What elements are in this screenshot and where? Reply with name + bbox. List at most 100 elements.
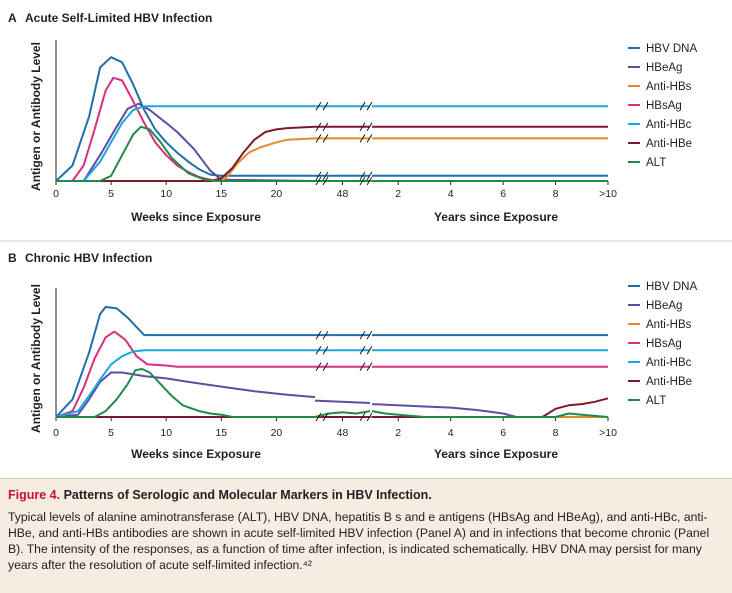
break-slash <box>366 171 373 181</box>
series-line-anti-hbc-seg-0 <box>55 349 315 418</box>
break-slash <box>322 171 329 181</box>
legend-item: HBeAg <box>628 62 682 74</box>
series-line-alt-seg-1 <box>314 410 371 418</box>
figure: A Acute Self-Limited HBV Infection Antigen… <box>0 11 732 461</box>
legend-item: ALT <box>628 157 666 169</box>
break-slash <box>359 134 366 143</box>
legend-label: ALT <box>646 157 666 169</box>
x-tick-label: 0 <box>53 188 59 200</box>
legend-item: Anti-HBe <box>628 376 692 388</box>
x-tick-label: 8 <box>553 188 559 200</box>
legend-label: Anti-HBe <box>646 376 692 388</box>
legend-label: HBsAg <box>646 100 682 112</box>
panel-letter: B <box>8 251 17 265</box>
series-line-hbsag-seg-0 <box>55 330 315 418</box>
legend-label: HBeAg <box>646 300 682 312</box>
legend-label: HBV DNA <box>646 281 697 293</box>
break-slash <box>366 346 373 355</box>
x-tick-label: 8 <box>553 427 559 439</box>
break-slash <box>315 134 322 143</box>
break-slash <box>322 176 329 186</box>
break-slash <box>359 176 366 186</box>
series-line-hbv-dna-seg-0 <box>55 306 315 418</box>
break-slash <box>366 122 373 132</box>
x-tick-label: >10 <box>599 427 617 439</box>
legend-item: Anti-HBc <box>628 119 692 131</box>
series-lines <box>55 306 609 418</box>
legend-label: HBeAg <box>646 62 682 74</box>
x-tick-label: 2 <box>395 188 401 200</box>
series-lines <box>55 56 608 182</box>
x-tick-label: 48 <box>337 188 349 200</box>
break-slash <box>322 134 329 143</box>
series-line-alt-seg-0 <box>56 368 315 418</box>
x-axis-title: Years since Exposure <box>434 210 558 224</box>
break-slash <box>315 330 322 340</box>
x-tick-label: 20 <box>271 427 283 439</box>
break-slash <box>322 346 329 355</box>
legend-label: Anti-HBs <box>646 81 692 93</box>
panel-b: B Chronic HBV Infection Antigen or Antibod… <box>8 251 697 461</box>
x-tick-label: 15 <box>215 188 227 200</box>
series-line-hbeag-seg-0 <box>56 102 316 182</box>
x-tick-label: 6 <box>500 188 506 200</box>
legend-label: ALT <box>646 395 666 407</box>
x-tick-label: 2 <box>395 427 401 439</box>
break-slash <box>359 412 366 422</box>
break-slash <box>366 134 373 143</box>
series-line-hbeag-seg-1 <box>314 399 371 404</box>
break-slash <box>322 101 329 111</box>
break-slash <box>315 176 322 186</box>
break-slash <box>315 101 322 111</box>
series-line-anti-hbs-seg-0 <box>56 137 316 182</box>
legend-label: Anti-HBs <box>646 319 692 331</box>
break-slash <box>359 171 366 181</box>
panel-title: Chronic HBV Infection <box>25 251 152 265</box>
break-slash <box>315 412 322 422</box>
x-tick-label: >10 <box>599 188 617 200</box>
break-slash <box>315 122 322 132</box>
series-line-alt-seg-2 <box>371 410 609 418</box>
x-tick-label: 15 <box>215 427 227 439</box>
break-slash <box>315 362 322 371</box>
x-axis-title: Weeks since Exposure <box>131 210 261 224</box>
x-tick-label: 0 <box>53 427 59 439</box>
break-slash <box>359 330 366 340</box>
legend-item: Anti-HBs <box>628 81 692 93</box>
series-line-anti-hbc-seg-0 <box>56 105 315 182</box>
y-axis-title: Antigen or Antibody Level <box>29 284 43 433</box>
x-tick-label: 10 <box>160 188 172 200</box>
break-slash <box>322 362 329 371</box>
break-slash <box>359 362 366 371</box>
panel-a: A Acute Self-Limited HBV Infection Antigen… <box>8 11 697 224</box>
legend-item: HBV DNA <box>628 43 697 55</box>
x-tick-label: 6 <box>500 427 506 439</box>
break-slash <box>315 171 322 181</box>
caption-title: Figure 4. Patterns of Serologic and Mole… <box>8 488 724 503</box>
legend-label: HBsAg <box>646 338 682 350</box>
axis-break-marker <box>315 101 329 186</box>
x-tick-label: 4 <box>448 188 454 200</box>
axis-break-marker <box>359 101 373 186</box>
x-tick-label: 20 <box>271 188 283 200</box>
break-slash <box>366 362 373 371</box>
panel-letter: A <box>8 11 17 25</box>
figure-caption: Figure 4. Patterns of Serologic and Mole… <box>0 478 732 593</box>
x-tick-label: 5 <box>108 427 114 439</box>
x-axis-title: Weeks since Exposure <box>131 447 261 461</box>
break-slash <box>315 346 322 355</box>
legend-item: HBeAg <box>628 300 682 312</box>
legend-item: HBV DNA <box>628 281 697 293</box>
legend-label: HBV DNA <box>646 43 697 55</box>
legend-item: HBsAg <box>628 338 682 350</box>
break-slash <box>359 346 366 355</box>
axis-break-marker <box>315 330 329 422</box>
x-tick-label: 4 <box>448 427 454 439</box>
break-slash <box>366 412 373 422</box>
break-slash <box>366 176 373 186</box>
legend-label: Anti-HBe <box>646 138 692 150</box>
caption-title-text: Patterns of Serologic and Molecular Mark… <box>63 488 432 502</box>
legend-item: HBsAg <box>628 100 682 112</box>
panel-title: Acute Self-Limited HBV Infection <box>25 11 212 25</box>
y-axis-title: Antigen or Antibody Level <box>29 42 43 191</box>
